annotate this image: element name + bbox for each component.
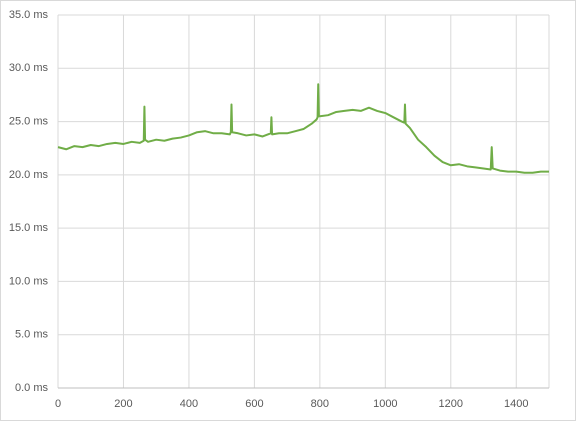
x-tick-label: 1000 (373, 398, 397, 410)
x-tick-label: 1200 (439, 398, 463, 410)
x-tick-label: 800 (311, 398, 329, 410)
y-tick-label: 25.0 ms (9, 115, 49, 127)
x-tick-label: 1400 (504, 398, 528, 410)
x-tick-label: 600 (245, 398, 263, 410)
x-tick-label: 400 (180, 398, 198, 410)
y-tick-label: 20.0 ms (9, 169, 49, 181)
data-line (57, 83, 549, 174)
chart-frame (0, 0, 576, 421)
y-tick-label: 30.0 ms (9, 62, 49, 74)
y-tick-label: 0.0 ms (15, 382, 49, 394)
y-tick-label: 15.0 ms (9, 222, 49, 234)
y-tick-label: 35.0 ms (9, 9, 49, 21)
y-tick-label: 5.0 ms (15, 329, 49, 341)
y-tick-label: 10.0 ms (9, 275, 49, 287)
x-tick-label: 0 (55, 398, 61, 410)
x-tick-label: 200 (114, 398, 132, 410)
